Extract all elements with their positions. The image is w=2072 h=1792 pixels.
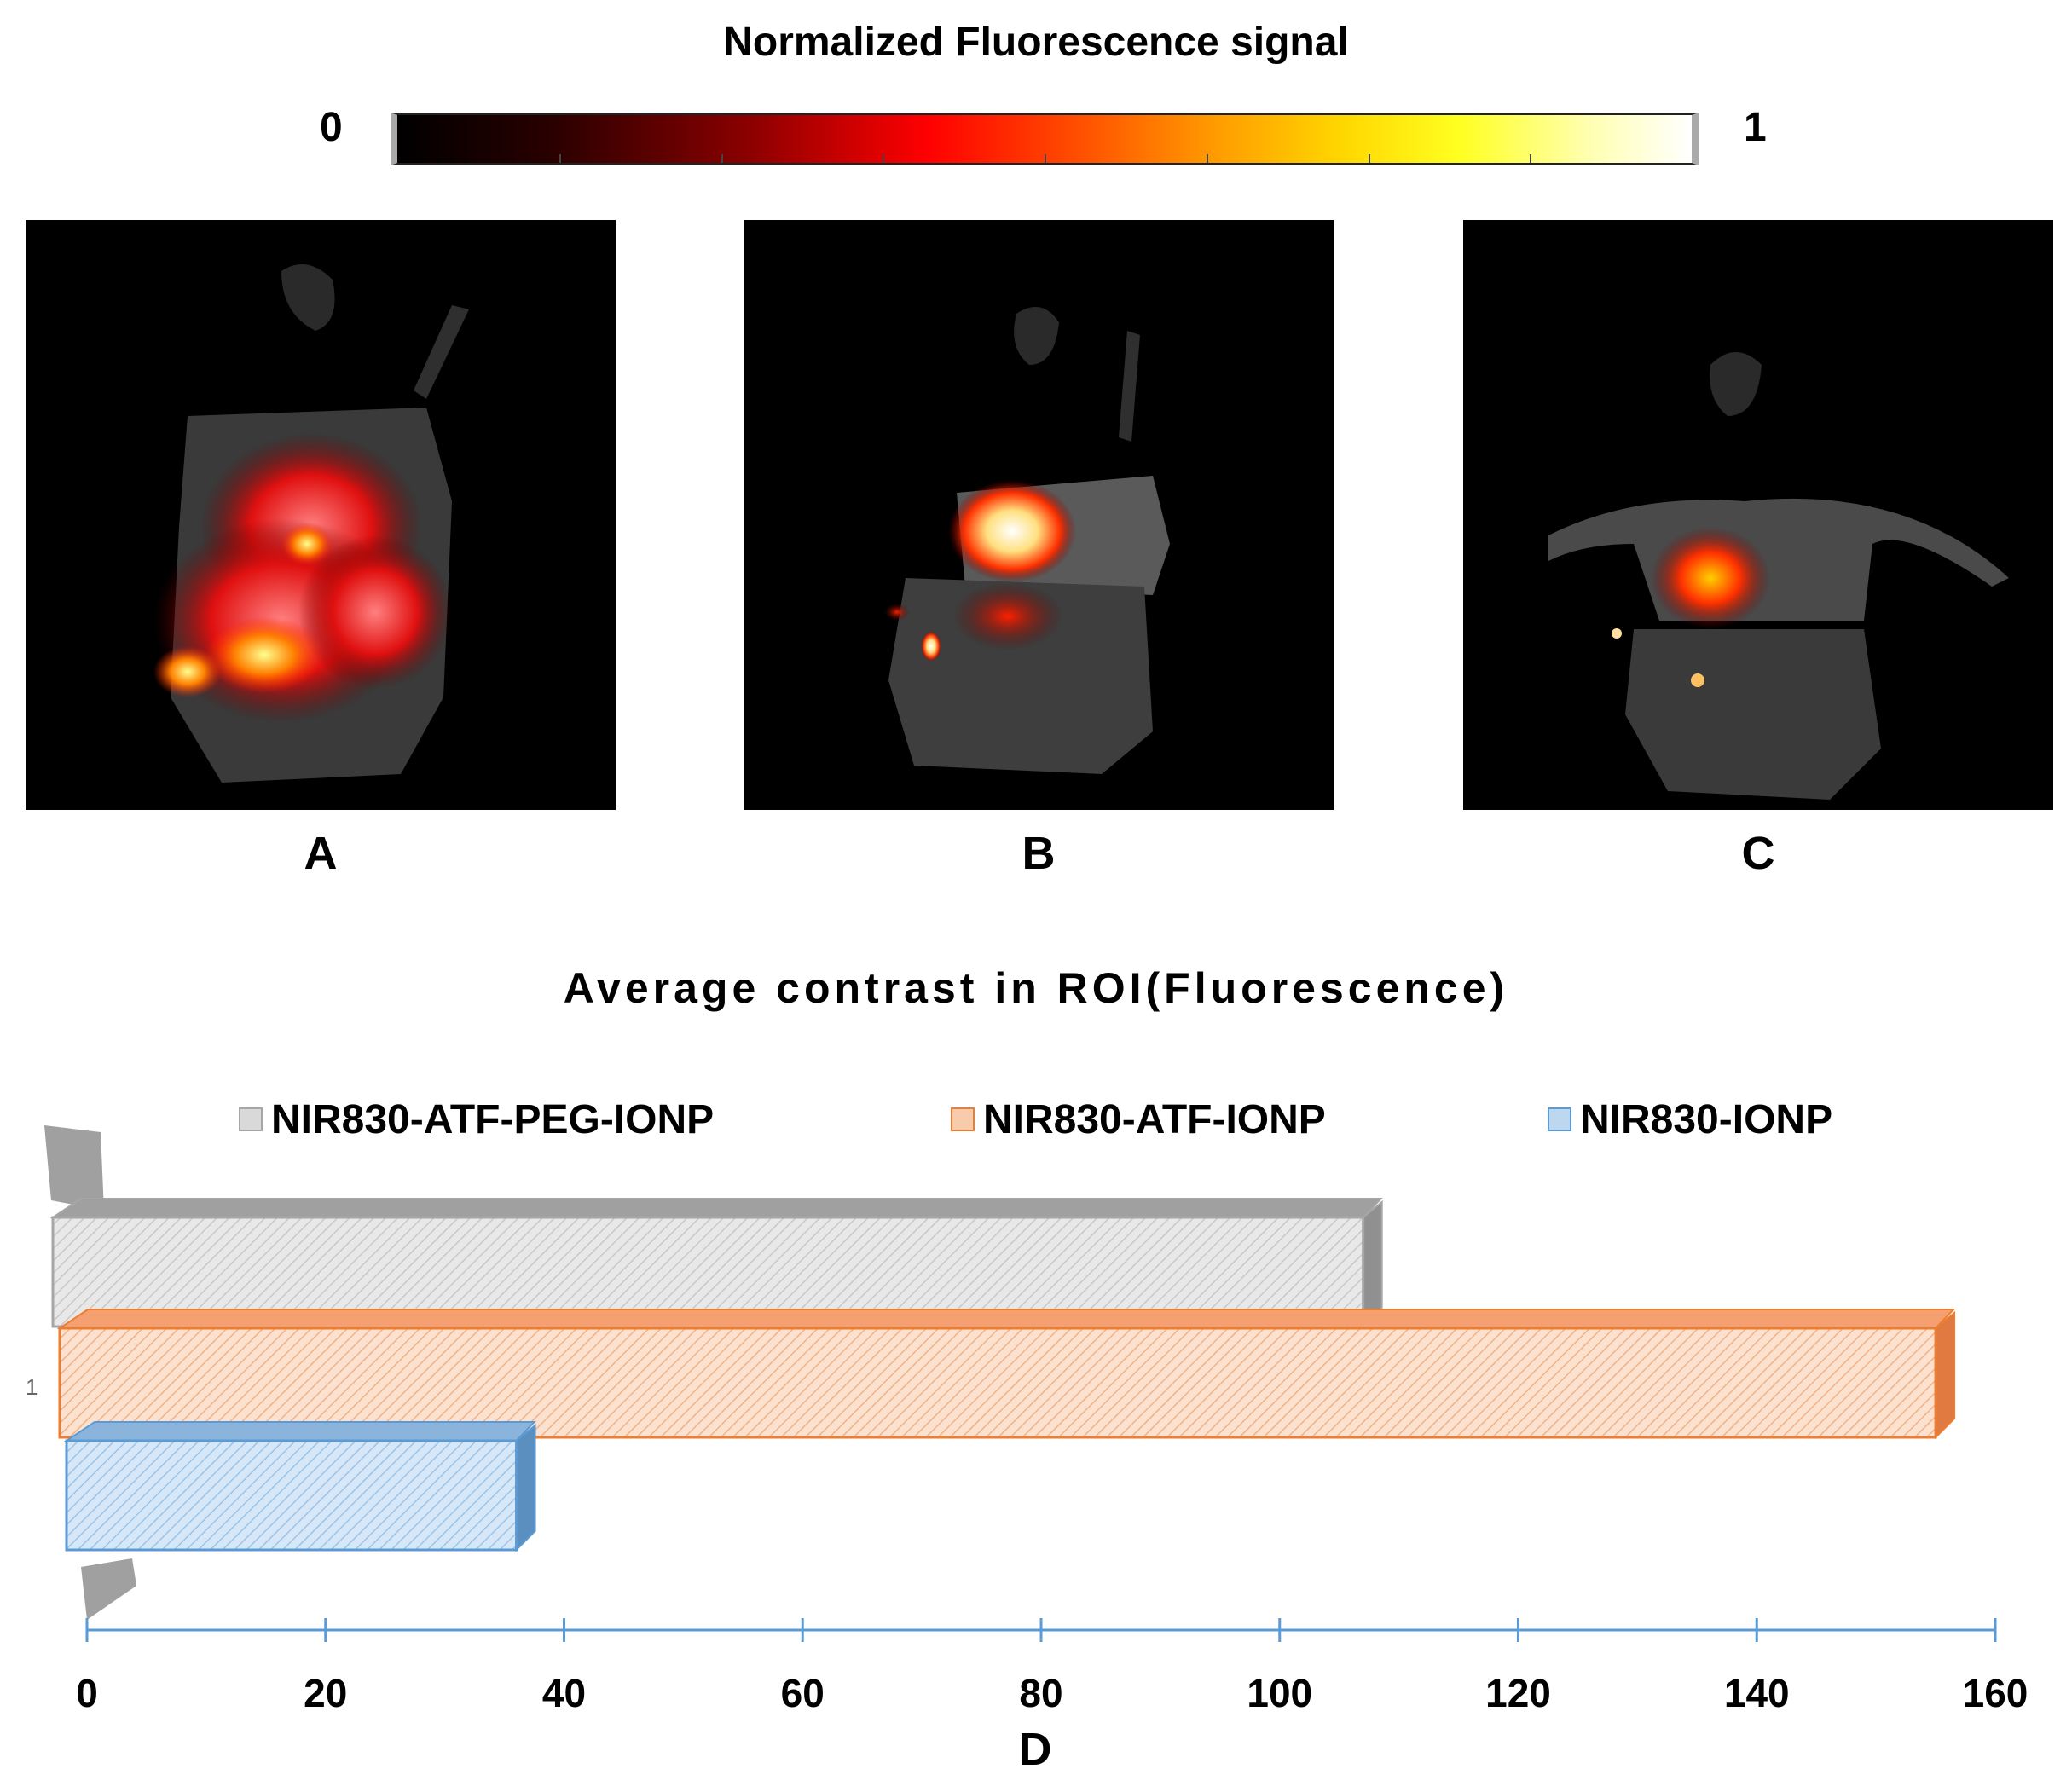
panel-b-image (744, 220, 1334, 810)
x-tick-label: 160 (1963, 1671, 2029, 1715)
panel-a-image (26, 220, 616, 810)
legend-swatch-atf (951, 1107, 975, 1131)
legend-swatch-peg (239, 1107, 263, 1131)
bar-chart: 1 0 20 40 60 80 100 120 140 160 D (26, 1125, 2029, 1775)
legend-label-atf: NIR830-ATF-IONP (983, 1096, 1326, 1142)
colorbar (391, 113, 1699, 165)
legend-item-atf: NIR830-ATF-IONP (951, 1095, 1326, 1143)
panel-c-image (1463, 220, 2053, 810)
x-tick-label: 120 (1485, 1671, 1551, 1715)
category-label: 1 (26, 1374, 38, 1400)
bar-side-face-2 (515, 1423, 536, 1552)
colorbar-max-label: 1 (1744, 105, 1767, 150)
bar-top-face-0 (49, 1198, 1383, 1218)
x-tick-label: 80 (1019, 1671, 1062, 1715)
x-tick-label: 0 (76, 1671, 98, 1715)
legend-label-ionp: NIR830-IONP (1580, 1096, 1833, 1142)
x-axis-label: D (1019, 1724, 1052, 1775)
bar-top-face-1 (56, 1309, 1956, 1329)
bar-top-face-2 (63, 1421, 536, 1442)
chart-title: Average contrast in ROI(Fluorescence) (563, 964, 1509, 1012)
bar-side-face-0 (1362, 1199, 1383, 1329)
panel-c-label: C (1741, 828, 1775, 879)
panel-b-label: B (1022, 828, 1056, 879)
back-wall-top (44, 1125, 104, 1211)
x-tick-label: 140 (1724, 1671, 1790, 1715)
colorbar-min-label: 0 (320, 105, 343, 150)
colorbar-title: Normalized Fluorescence signal (723, 20, 1349, 65)
legend-item-peg: NIR830-ATF-PEG-IONP (239, 1095, 714, 1143)
legend-item-ionp: NIR830-IONP (1548, 1095, 1832, 1143)
legend-label-peg: NIR830-ATF-PEG-IONP (271, 1096, 715, 1142)
x-tick-label: 100 (1247, 1671, 1312, 1715)
bar-0 (51, 1216, 1365, 1328)
legend-swatch-ionp (1548, 1107, 1571, 1131)
bar-2 (65, 1439, 518, 1552)
bar-1 (58, 1327, 1937, 1439)
x-tick-label: 40 (542, 1671, 586, 1715)
x-tick-label: 20 (304, 1671, 347, 1715)
panel-a-label: A (304, 828, 338, 879)
back-wall-bottom (81, 1558, 136, 1620)
bar-side-face-1 (1935, 1310, 1956, 1440)
x-tick-label: 60 (781, 1671, 825, 1715)
